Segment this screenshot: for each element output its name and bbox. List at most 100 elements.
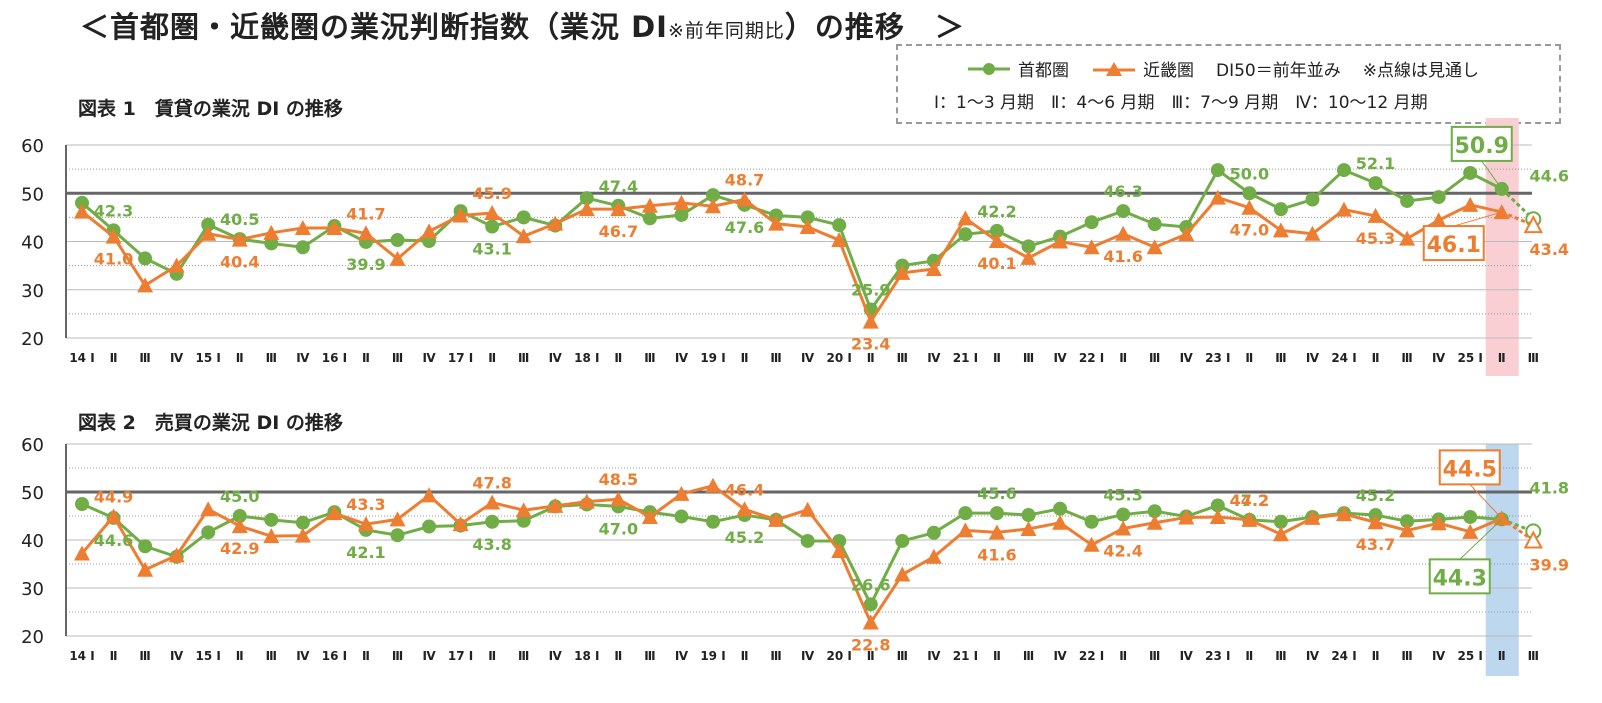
x-tick-label: Ⅱ <box>362 351 370 365</box>
data-point-shutoken <box>642 211 657 226</box>
data-point-shutoken <box>516 513 531 528</box>
data-point-kinki <box>1209 189 1226 205</box>
x-tick-label: Ⅱ <box>867 351 875 365</box>
data-label: 44.6 <box>1530 166 1569 185</box>
data-point-shutoken <box>232 509 247 523</box>
data-label: 43.3 <box>346 495 385 514</box>
x-tick-label: 17 Ⅰ <box>448 649 473 663</box>
data-point-kinki <box>137 277 154 293</box>
data-point-kinki <box>641 508 658 524</box>
data-point-kinki <box>547 497 564 513</box>
x-tick-label: 23 Ⅰ <box>1205 649 1230 663</box>
data-point-kinki <box>1052 233 1069 249</box>
x-tick-label: Ⅲ <box>644 649 655 663</box>
data-point-kinki <box>641 197 658 213</box>
data-point-kinki <box>1083 536 1100 552</box>
data-point-kinki <box>1272 526 1289 542</box>
data-point-kinki <box>168 257 185 273</box>
x-tick-label: Ⅳ <box>675 649 689 663</box>
data-point-kinki <box>200 225 217 241</box>
data-point-shutoken <box>800 210 815 225</box>
data-point-kinki <box>484 494 501 510</box>
x-tick-label: Ⅱ <box>1372 649 1380 663</box>
x-tick-label: Ⅳ <box>549 649 563 663</box>
data-point-kinki <box>1241 199 1258 215</box>
data-label: 23.4 <box>851 335 890 354</box>
data-point-shutoken <box>264 236 279 251</box>
x-tick-label: 19 Ⅰ <box>700 351 725 365</box>
x-tick-label: Ⅱ <box>867 649 875 663</box>
data-point-shutoken <box>674 509 689 524</box>
data-point-shutoken <box>989 223 1004 238</box>
data-point-kinki <box>263 528 280 544</box>
data-label: 44.2 <box>1230 491 1269 510</box>
data-label: 50.0 <box>1230 164 1269 183</box>
data-point-kinki <box>1209 508 1226 524</box>
data-point-kinki <box>421 223 438 239</box>
x-tick-label: Ⅱ <box>110 351 118 365</box>
data-point-shutoken <box>485 219 500 234</box>
callout-label: 46.1 <box>1427 233 1481 258</box>
data-label: 52.1 <box>1356 154 1395 173</box>
data-label: 47.2 <box>1230 491 1269 510</box>
data-label: 45.6 <box>977 484 1016 503</box>
x-tick-label: Ⅳ <box>296 649 310 663</box>
y-tick-label: 40 <box>21 233 44 254</box>
data-point-shutoken <box>75 195 89 210</box>
legend-di50: DI50＝前年並み <box>1216 61 1341 81</box>
data-point-shutoken <box>1053 501 1068 516</box>
data-label: 43.8 <box>472 535 511 554</box>
data-point-kinki <box>610 201 627 217</box>
data-point-kinki <box>988 524 1005 540</box>
x-tick-label: 24 Ⅰ <box>1331 649 1356 663</box>
data-label: 41.7 <box>346 204 385 223</box>
data-point-kinki <box>74 203 90 219</box>
data-point-shutoken <box>958 227 973 242</box>
data-point-kinki <box>925 261 942 277</box>
x-tick-label: Ⅲ <box>1149 649 1160 663</box>
callout-box <box>1438 449 1501 486</box>
legend-label-kinki: 近畿圏 <box>1143 61 1194 81</box>
data-point-kinki <box>389 250 406 266</box>
x-tick-label: 15 Ⅰ <box>196 351 221 365</box>
data-point-shutoken <box>1273 514 1288 529</box>
data-label: 44.6 <box>94 531 133 550</box>
data-point-kinki <box>326 219 343 235</box>
data-point-kinki <box>673 485 690 501</box>
x-tick-label: Ⅱ <box>614 351 622 365</box>
x-tick-label: 16 Ⅰ <box>322 649 347 663</box>
x-tick-label: Ⅱ <box>110 649 118 663</box>
data-point-kinki <box>1178 226 1195 242</box>
x-tick-label: Ⅱ <box>1119 351 1127 365</box>
data-label: 47.8 <box>472 474 511 493</box>
data-label: 42.4 <box>1103 541 1142 560</box>
data-point-kinki <box>294 527 311 543</box>
data-point-kinki <box>1052 514 1069 530</box>
x-tick-label: 21 Ⅰ <box>953 649 978 663</box>
x-tick-label: Ⅲ <box>1149 351 1160 365</box>
data-label: 45.3 <box>1103 486 1142 505</box>
data-point-shutoken <box>1210 498 1225 513</box>
data-point-shutoken <box>1305 192 1320 207</box>
x-tick-label: Ⅲ <box>266 351 277 365</box>
y-tick-label: 60 <box>21 136 44 157</box>
data-label: 41.8 <box>1530 478 1569 497</box>
x-tick-label: Ⅲ <box>770 649 781 663</box>
x-tick-label: Ⅱ <box>1498 351 1506 365</box>
data-point-shutoken <box>295 515 310 530</box>
data-point-kinki <box>1241 511 1258 527</box>
data-point-kinki <box>1493 204 1510 220</box>
data-label: 41.0 <box>94 250 133 269</box>
x-tick-label: Ⅲ <box>1528 351 1539 365</box>
y-tick-label: 50 <box>21 483 44 504</box>
x-tick-label: Ⅲ <box>266 649 277 663</box>
data-point-kinki <box>831 232 848 248</box>
callout-label: 50.9 <box>1455 134 1509 159</box>
x-tick-label: Ⅲ <box>139 649 150 663</box>
legend-row-series: 首都圏 近畿圏 DI50＝前年並み ※点線は見通し <box>966 56 1501 81</box>
data-point-kinki <box>578 201 595 217</box>
x-tick-label: Ⅳ <box>1180 649 1194 663</box>
data-point-kinki <box>1399 230 1416 246</box>
callout-leader <box>1469 484 1503 519</box>
data-label: 41.6 <box>977 545 1016 564</box>
